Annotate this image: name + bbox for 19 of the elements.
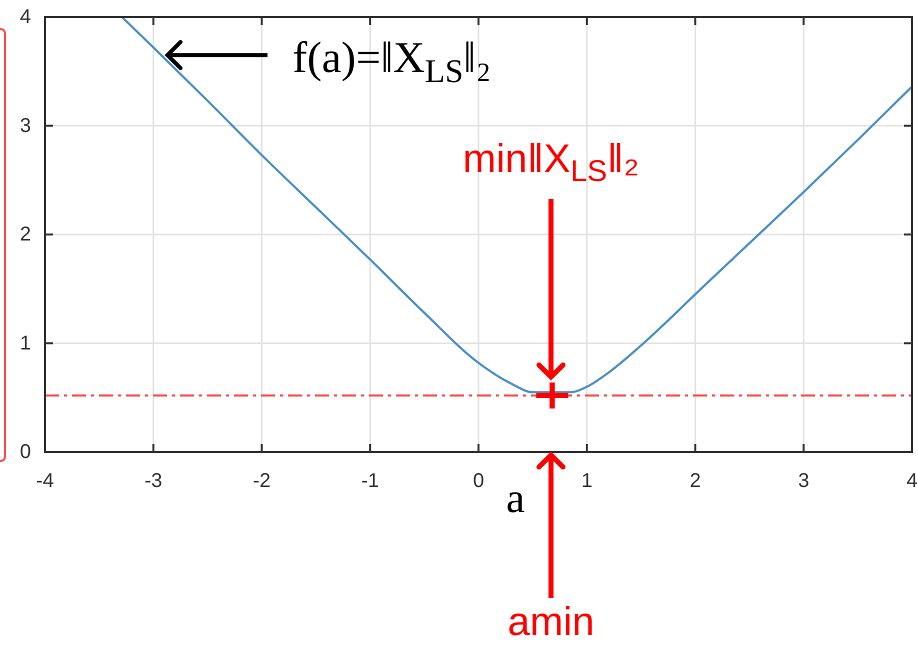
- x-tick-label: -2: [252, 470, 271, 492]
- annotation: f(a)=‖X$_{LS}$‖₂: [292, 33, 492, 90]
- y-tick-label: 1: [20, 332, 31, 354]
- x-tick-label: 2: [690, 470, 701, 492]
- y-tick-label: 3: [20, 114, 31, 137]
- x-tick-label: -3: [144, 470, 162, 492]
- x-tick-label: -1: [361, 470, 380, 492]
- x-tick-label: 4: [906, 470, 918, 492]
- x-tick-label: -4: [36, 470, 54, 492]
- annotation: min‖X$_{LS}$‖₂: [462, 137, 640, 188]
- x-tick-label: 3: [798, 470, 810, 492]
- x-tick-label: 0: [472, 470, 484, 492]
- line-series: [120, 16, 914, 394]
- x-tick-label: 1: [581, 470, 592, 492]
- y-tick-label: 0: [20, 441, 31, 463]
- y-tick-label: 2: [20, 224, 31, 246]
- y-tick-label: 4: [20, 6, 31, 28]
- x-axis-title: a: [506, 476, 526, 522]
- text: amin: [508, 600, 594, 644]
